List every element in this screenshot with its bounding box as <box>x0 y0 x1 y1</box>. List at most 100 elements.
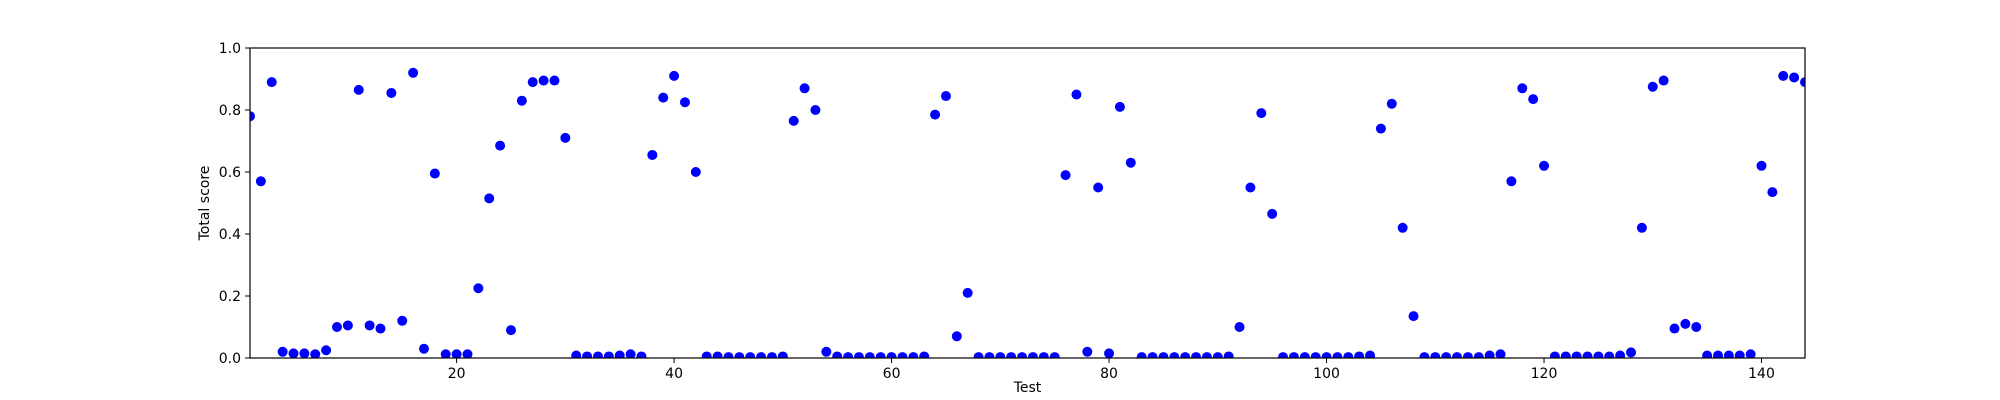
data-point <box>1006 352 1017 358</box>
data-point <box>1027 352 1038 358</box>
data-point <box>495 140 506 151</box>
data-point <box>440 349 451 358</box>
plot-area <box>250 67 1805 358</box>
data-point <box>995 352 1006 358</box>
data-point <box>1734 350 1745 358</box>
data-point <box>592 351 603 358</box>
data-point <box>1636 222 1647 233</box>
data-point <box>853 352 864 358</box>
data-point <box>864 352 875 358</box>
data-point <box>1365 350 1376 358</box>
data-point <box>766 352 777 358</box>
y-axis-label: Total score <box>197 166 213 242</box>
y-tick-label: 0.8 <box>219 103 241 119</box>
data-point <box>250 111 255 122</box>
y-tick-label: 1.0 <box>219 41 241 57</box>
y-tick-label: 0.6 <box>219 165 241 181</box>
data-point <box>723 352 734 358</box>
data-point <box>788 115 799 126</box>
data-point <box>1180 352 1191 358</box>
data-point <box>821 346 832 357</box>
data-point <box>658 92 669 103</box>
data-point <box>1158 352 1169 358</box>
data-point <box>582 351 593 358</box>
data-point <box>375 323 386 334</box>
data-point <box>1375 123 1386 134</box>
data-point <box>484 193 495 204</box>
data-point <box>321 345 332 356</box>
data-point <box>1267 208 1278 219</box>
data-point <box>1604 351 1615 358</box>
data-point <box>1017 352 1028 358</box>
data-point <box>310 349 321 358</box>
data-point <box>1136 352 1147 358</box>
x-tick-label: 40 <box>665 366 683 382</box>
data-point <box>1234 322 1245 332</box>
data-point <box>625 349 636 358</box>
data-point <box>951 331 962 342</box>
data-point <box>1354 351 1365 358</box>
data-point <box>614 350 625 358</box>
data-point <box>919 351 930 358</box>
data-point <box>288 348 299 358</box>
data-point <box>1321 352 1332 358</box>
data-point <box>1745 349 1756 358</box>
data-point <box>505 325 516 336</box>
data-point <box>527 77 538 88</box>
data-point <box>1212 352 1223 358</box>
data-point <box>962 287 973 298</box>
data-point <box>897 352 908 358</box>
data-point <box>701 351 712 358</box>
data-point <box>1104 348 1115 358</box>
data-point <box>1658 75 1669 86</box>
x-tick-label: 20 <box>448 366 466 382</box>
data-point <box>777 351 788 358</box>
data-point <box>669 70 680 81</box>
data-point <box>1484 350 1495 358</box>
data-point <box>1310 352 1321 358</box>
data-point <box>277 346 288 357</box>
data-point <box>462 349 473 358</box>
y-tick-label: 0.2 <box>219 289 241 305</box>
data-point <box>1278 352 1289 358</box>
y-tick-label: 0.4 <box>219 227 241 243</box>
data-point <box>734 352 745 358</box>
data-point <box>1669 323 1680 334</box>
data-point <box>1495 349 1506 358</box>
data-point <box>473 283 484 294</box>
data-point <box>1332 352 1343 358</box>
data-point <box>712 351 723 358</box>
data-point <box>1125 157 1136 168</box>
data-point <box>1691 322 1702 332</box>
data-point <box>1223 351 1234 358</box>
data-point <box>1800 77 1805 88</box>
data-point <box>908 352 919 358</box>
data-point <box>1038 352 1049 358</box>
data-point <box>745 352 756 358</box>
data-point <box>756 352 767 358</box>
data-point <box>1082 346 1093 357</box>
x-tick-label: 120 <box>1531 366 1558 382</box>
data-point <box>1419 352 1430 358</box>
data-point <box>636 351 647 358</box>
data-point <box>1049 352 1060 358</box>
data-point <box>1723 350 1734 358</box>
y-tick-label: 0.0 <box>219 351 241 367</box>
data-point <box>1430 352 1441 358</box>
data-point <box>1245 182 1256 193</box>
data-point <box>408 67 419 78</box>
data-point <box>266 77 277 88</box>
data-point <box>1462 352 1473 358</box>
data-point <box>1582 351 1593 358</box>
data-point <box>843 352 854 358</box>
plot-frame <box>249 47 1806 359</box>
data-point <box>1549 351 1560 358</box>
y-axis: 0.0 0.2 0.4 0.6 0.8 1.0 <box>219 41 250 367</box>
data-point <box>1560 351 1571 358</box>
data-point <box>353 84 364 95</box>
data-point <box>886 352 897 358</box>
data-point <box>875 352 886 358</box>
data-point <box>364 320 375 331</box>
data-point <box>984 352 995 358</box>
